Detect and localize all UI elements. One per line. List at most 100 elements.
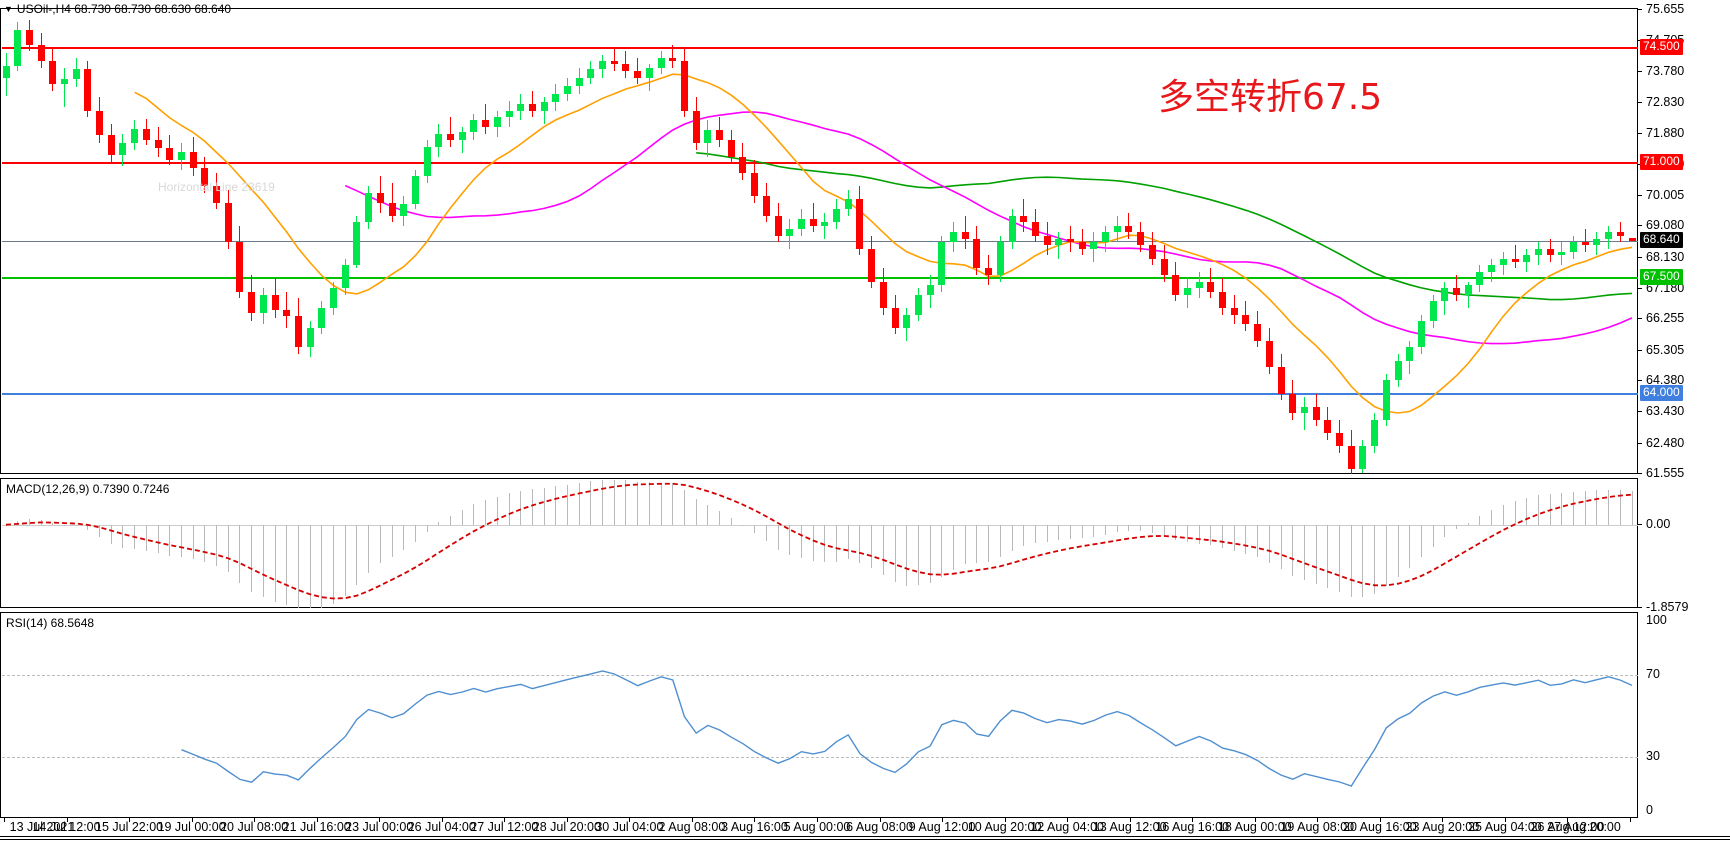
macd-histogram-bar — [251, 524, 253, 593]
rsi-axis-tick-label: 0 — [1646, 803, 1653, 817]
macd-histogram-bar — [637, 481, 639, 525]
macd-axis[interactable]: 0.00 -1.8579 — [1638, 478, 1730, 614]
candle-body — [833, 209, 841, 223]
macd-histogram-bar — [1093, 524, 1095, 537]
time-axis-label: 21 Jul 16:00 — [282, 820, 351, 834]
candle-wick — [63, 67, 65, 108]
candle-body — [248, 291, 256, 313]
candle-body — [142, 128, 150, 141]
price-axis-tick-label: 63.430 — [1646, 404, 1685, 419]
price-tag-74-500[interactable]: 74.500 — [1640, 39, 1683, 55]
macd-histogram-bar — [1608, 489, 1610, 525]
time-axis-tickmark — [942, 818, 944, 822]
candle-body — [201, 168, 209, 187]
time-axis-tickmark — [66, 818, 68, 822]
macd-histogram-bar — [496, 496, 498, 525]
macd-histogram-bar — [239, 524, 241, 583]
macd-histogram-bar — [590, 481, 592, 525]
candle-body — [563, 85, 571, 95]
candle-body — [1581, 242, 1589, 246]
candle-body — [1359, 446, 1367, 470]
macd-histogram-bar — [578, 482, 580, 525]
candle-body — [177, 151, 185, 160]
time-axis-tickmark — [879, 818, 881, 822]
price-axis-tickmark — [1638, 380, 1642, 382]
macd-axis-tickmark — [1638, 523, 1642, 525]
time-axis-label: 23 Aug 20:00 — [1405, 820, 1480, 834]
macd-histogram-bar — [403, 524, 405, 551]
candle-body — [423, 146, 431, 177]
macd-histogram-bar — [1444, 524, 1446, 537]
time-axis-tickmark — [817, 818, 818, 822]
macd-histogram-bar — [438, 522, 440, 525]
triangle-down-icon[interactable]: ▼ — [4, 4, 13, 14]
price-plot-area[interactable] — [2, 10, 1638, 474]
rsi-axis[interactable]: 100 70 30 0 — [1638, 612, 1730, 818]
rsi-panel[interactable]: RSI(14) 68.5648 — [0, 612, 1638, 818]
macd-histogram-bar — [742, 524, 744, 526]
candle-body — [1183, 288, 1191, 295]
candle-body — [470, 120, 478, 132]
candle-body — [1336, 433, 1344, 447]
macd-histogram-bar — [859, 524, 861, 563]
candle-body — [1382, 380, 1390, 420]
macd-histogram-bar — [754, 524, 756, 533]
macd-histogram-bar — [1210, 524, 1212, 546]
macd-histogram-bar — [613, 480, 615, 525]
macd-histogram-bar — [1514, 501, 1516, 525]
macd-histogram-bar — [262, 524, 264, 598]
price-axis-tickmark — [1638, 101, 1642, 103]
candle-body — [938, 242, 946, 285]
macd-panel[interactable]: MACD(12,26,9) 0.7390 0.7246 — [0, 478, 1638, 608]
candle-body — [657, 57, 665, 68]
time-axis[interactable]: 13 Jul 2021 14 Jul 12:00 15 Jul 22:00 19 Ju… — [0, 818, 1638, 842]
candle-wick — [391, 182, 393, 223]
candle-wick — [812, 202, 814, 233]
macd-histogram-bar — [1070, 524, 1071, 539]
candle-body — [1616, 232, 1624, 236]
rsi-band-70 — [2, 675, 1638, 677]
macd-plot-area[interactable] — [2, 480, 1638, 608]
price-tag-67-500[interactable]: 67.500 — [1640, 269, 1683, 286]
price-axis[interactable]: 75.65574.70573.78072.83071.88070.93070.0… — [1638, 2, 1730, 480]
price-tag-71-000[interactable]: 71.000 — [1640, 154, 1683, 171]
candle-body — [552, 94, 560, 103]
macd-histogram-bar — [1151, 524, 1153, 533]
candle-body — [96, 110, 104, 136]
time-axis-tickmark — [629, 818, 631, 822]
price-tag-68-640[interactable]: 68.640 — [1640, 231, 1683, 248]
macd-histogram-bar — [1315, 524, 1317, 585]
time-axis-tickmark — [504, 818, 506, 822]
candle-body — [447, 133, 455, 141]
macd-histogram-bar — [157, 524, 159, 554]
time-axis-tickmark — [4, 818, 5, 822]
rsi-plot-area[interactable] — [2, 614, 1638, 818]
candle-body — [1125, 225, 1133, 233]
candle-body — [1464, 284, 1472, 295]
candle-body — [1207, 281, 1215, 292]
macd-histogram-bar — [555, 486, 557, 525]
ma-green-line — [696, 152, 1633, 301]
macd-histogram-bar — [988, 524, 990, 563]
time-axis-label: 9 Aug 12:00 — [908, 820, 976, 834]
macd-histogram-bar — [683, 489, 685, 525]
chart-watermark: Horizontal Line 23619 — [158, 180, 275, 194]
price-axis-tick-label: 72.830 — [1646, 94, 1685, 109]
macd-histogram-bar — [730, 517, 732, 525]
candle-body — [505, 110, 513, 118]
price-level-line-71-000 — [2, 162, 1638, 165]
time-axis-label: 3 Aug 16:00 — [721, 820, 788, 834]
price-chart-panel[interactable] — [0, 8, 1638, 474]
candle-body — [517, 103, 525, 111]
candle-wick — [1467, 281, 1469, 308]
time-axis-tickmark — [1192, 818, 1194, 822]
candle-body — [950, 232, 958, 243]
candle-body — [107, 135, 115, 155]
price-tag-64-000[interactable]: 64.000 — [1640, 384, 1683, 401]
macd-zero-line — [2, 524, 1638, 526]
macd-axis-tickmark — [1638, 607, 1642, 608]
macd-histogram-bar — [789, 524, 791, 556]
macd-histogram-bar — [1479, 515, 1481, 525]
macd-histogram-bar — [1116, 524, 1118, 533]
candle-wick — [485, 103, 487, 134]
